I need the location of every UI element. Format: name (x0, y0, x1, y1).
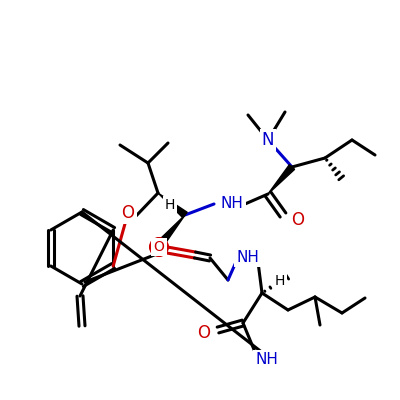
Text: O: O (292, 211, 304, 229)
Text: O: O (122, 204, 134, 222)
Polygon shape (159, 215, 185, 244)
Text: NH: NH (256, 352, 278, 368)
Text: O: O (198, 324, 210, 342)
Text: H: H (275, 274, 285, 288)
Polygon shape (158, 193, 187, 218)
Text: NH: NH (220, 196, 244, 212)
Polygon shape (268, 165, 295, 194)
Text: N: N (262, 131, 274, 149)
Text: O: O (154, 240, 164, 254)
Text: H: H (165, 198, 175, 212)
Text: NH: NH (236, 250, 260, 264)
